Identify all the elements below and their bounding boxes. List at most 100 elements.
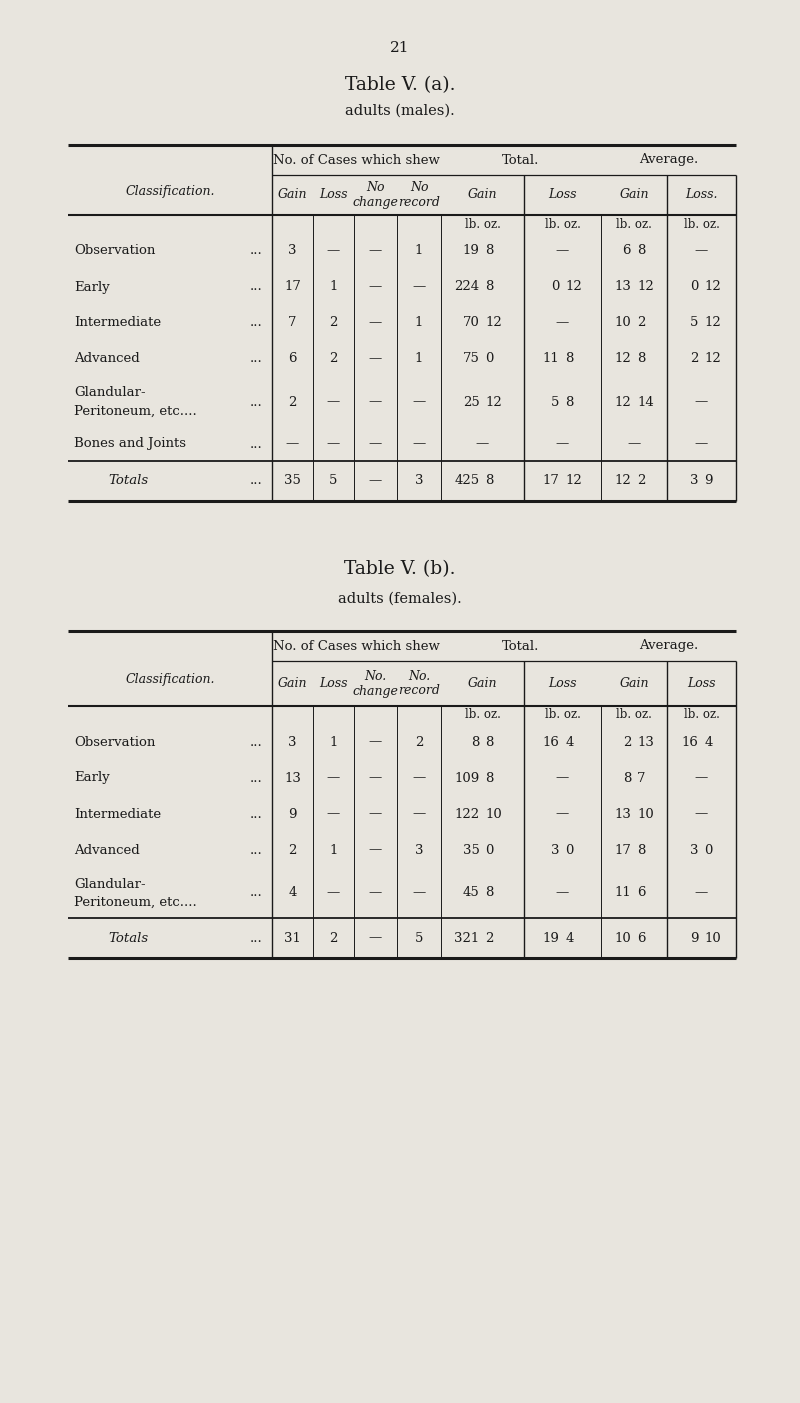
Text: 12: 12	[566, 474, 582, 487]
Text: ...: ...	[250, 735, 262, 748]
Text: —: —	[695, 438, 708, 450]
Text: Totals: Totals	[108, 932, 148, 944]
Text: —: —	[556, 887, 569, 899]
Text: —: —	[412, 396, 426, 408]
Text: 321: 321	[454, 932, 479, 944]
Text: 109: 109	[454, 772, 479, 784]
Text: 8: 8	[486, 474, 494, 487]
Text: 1: 1	[330, 281, 338, 293]
Text: Loss: Loss	[548, 678, 577, 690]
Text: —: —	[556, 244, 569, 258]
Text: Table V. (a).: Table V. (a).	[345, 76, 455, 94]
Text: 0: 0	[551, 281, 559, 293]
Text: —: —	[556, 808, 569, 821]
Text: Early: Early	[74, 772, 110, 784]
Text: 2: 2	[622, 735, 631, 748]
Text: Average.: Average.	[639, 153, 698, 167]
Text: ...: ...	[250, 281, 262, 293]
Text: —: —	[412, 281, 426, 293]
Text: 1: 1	[415, 352, 423, 366]
Text: 35: 35	[462, 843, 479, 856]
Text: 8: 8	[637, 244, 646, 258]
Text: No. of Cases which shew: No. of Cases which shew	[273, 153, 440, 167]
Text: —: —	[369, 352, 382, 366]
Text: ...: ...	[250, 843, 262, 856]
Text: 6: 6	[622, 244, 631, 258]
Text: —: —	[369, 735, 382, 748]
Text: —: —	[369, 474, 382, 487]
Text: —: —	[369, 396, 382, 408]
Text: ...: ...	[250, 474, 262, 487]
Text: Total.: Total.	[502, 153, 540, 167]
Text: Loss.: Loss.	[686, 188, 718, 202]
Text: 3: 3	[551, 843, 559, 856]
Text: 0: 0	[566, 843, 574, 856]
Text: 8: 8	[566, 352, 574, 366]
Text: Gain: Gain	[619, 188, 649, 202]
Text: 4: 4	[705, 735, 713, 748]
Text: 70: 70	[462, 317, 479, 330]
Text: —: —	[627, 438, 641, 450]
Text: —: —	[369, 887, 382, 899]
Text: ...: ...	[250, 352, 262, 366]
Text: 8: 8	[486, 244, 494, 258]
Text: lb. oz.: lb. oz.	[545, 217, 581, 230]
Text: 16: 16	[682, 735, 698, 748]
Text: 21: 21	[390, 41, 410, 55]
Text: lb. oz.: lb. oz.	[683, 217, 719, 230]
Text: 10: 10	[705, 932, 722, 944]
Text: 12: 12	[566, 281, 582, 293]
Text: 19: 19	[462, 244, 479, 258]
Text: 13: 13	[614, 281, 631, 293]
Text: adults (females).: adults (females).	[338, 592, 462, 606]
Text: —: —	[695, 396, 708, 408]
Text: 12: 12	[705, 352, 722, 366]
Text: —: —	[327, 808, 340, 821]
Text: No
record: No record	[398, 181, 440, 209]
Text: 224: 224	[454, 281, 479, 293]
Text: —: —	[369, 843, 382, 856]
Text: —: —	[556, 772, 569, 784]
Text: 6: 6	[288, 352, 297, 366]
Text: Observation: Observation	[74, 244, 155, 258]
Text: 2: 2	[637, 317, 646, 330]
Text: —: —	[369, 438, 382, 450]
Text: 7: 7	[288, 317, 297, 330]
Text: —: —	[412, 438, 426, 450]
Text: 17: 17	[542, 474, 559, 487]
Text: 12: 12	[614, 352, 631, 366]
Text: 12: 12	[637, 281, 654, 293]
Text: —: —	[327, 438, 340, 450]
Text: 13: 13	[637, 735, 654, 748]
Text: Totals: Totals	[108, 474, 148, 487]
Text: 35: 35	[284, 474, 301, 487]
Text: —: —	[327, 887, 340, 899]
Text: ...: ...	[250, 808, 262, 821]
Text: adults (males).: adults (males).	[345, 104, 455, 118]
Text: ...: ...	[250, 438, 262, 450]
Text: —: —	[369, 772, 382, 784]
Text: 12: 12	[705, 317, 722, 330]
Text: lb. oz.: lb. oz.	[683, 709, 719, 721]
Text: 8: 8	[637, 843, 646, 856]
Text: No
change: No change	[353, 181, 398, 209]
Text: —: —	[369, 281, 382, 293]
Text: Advanced: Advanced	[74, 352, 140, 366]
Text: 12: 12	[486, 396, 502, 408]
Text: 16: 16	[542, 735, 559, 748]
Text: —: —	[369, 932, 382, 944]
Text: lb. oz.: lb. oz.	[465, 709, 501, 721]
Text: 2: 2	[288, 843, 297, 856]
Text: 12: 12	[705, 281, 722, 293]
Text: 8: 8	[566, 396, 574, 408]
Text: lb. oz.: lb. oz.	[465, 217, 501, 230]
Text: 2: 2	[330, 932, 338, 944]
Text: 13: 13	[614, 808, 631, 821]
Text: 0: 0	[690, 281, 698, 293]
Text: Total.: Total.	[502, 640, 540, 652]
Text: Intermediate: Intermediate	[74, 808, 161, 821]
Text: 8: 8	[637, 352, 646, 366]
Text: 6: 6	[637, 932, 646, 944]
Text: ...: ...	[250, 887, 262, 899]
Text: —: —	[327, 772, 340, 784]
